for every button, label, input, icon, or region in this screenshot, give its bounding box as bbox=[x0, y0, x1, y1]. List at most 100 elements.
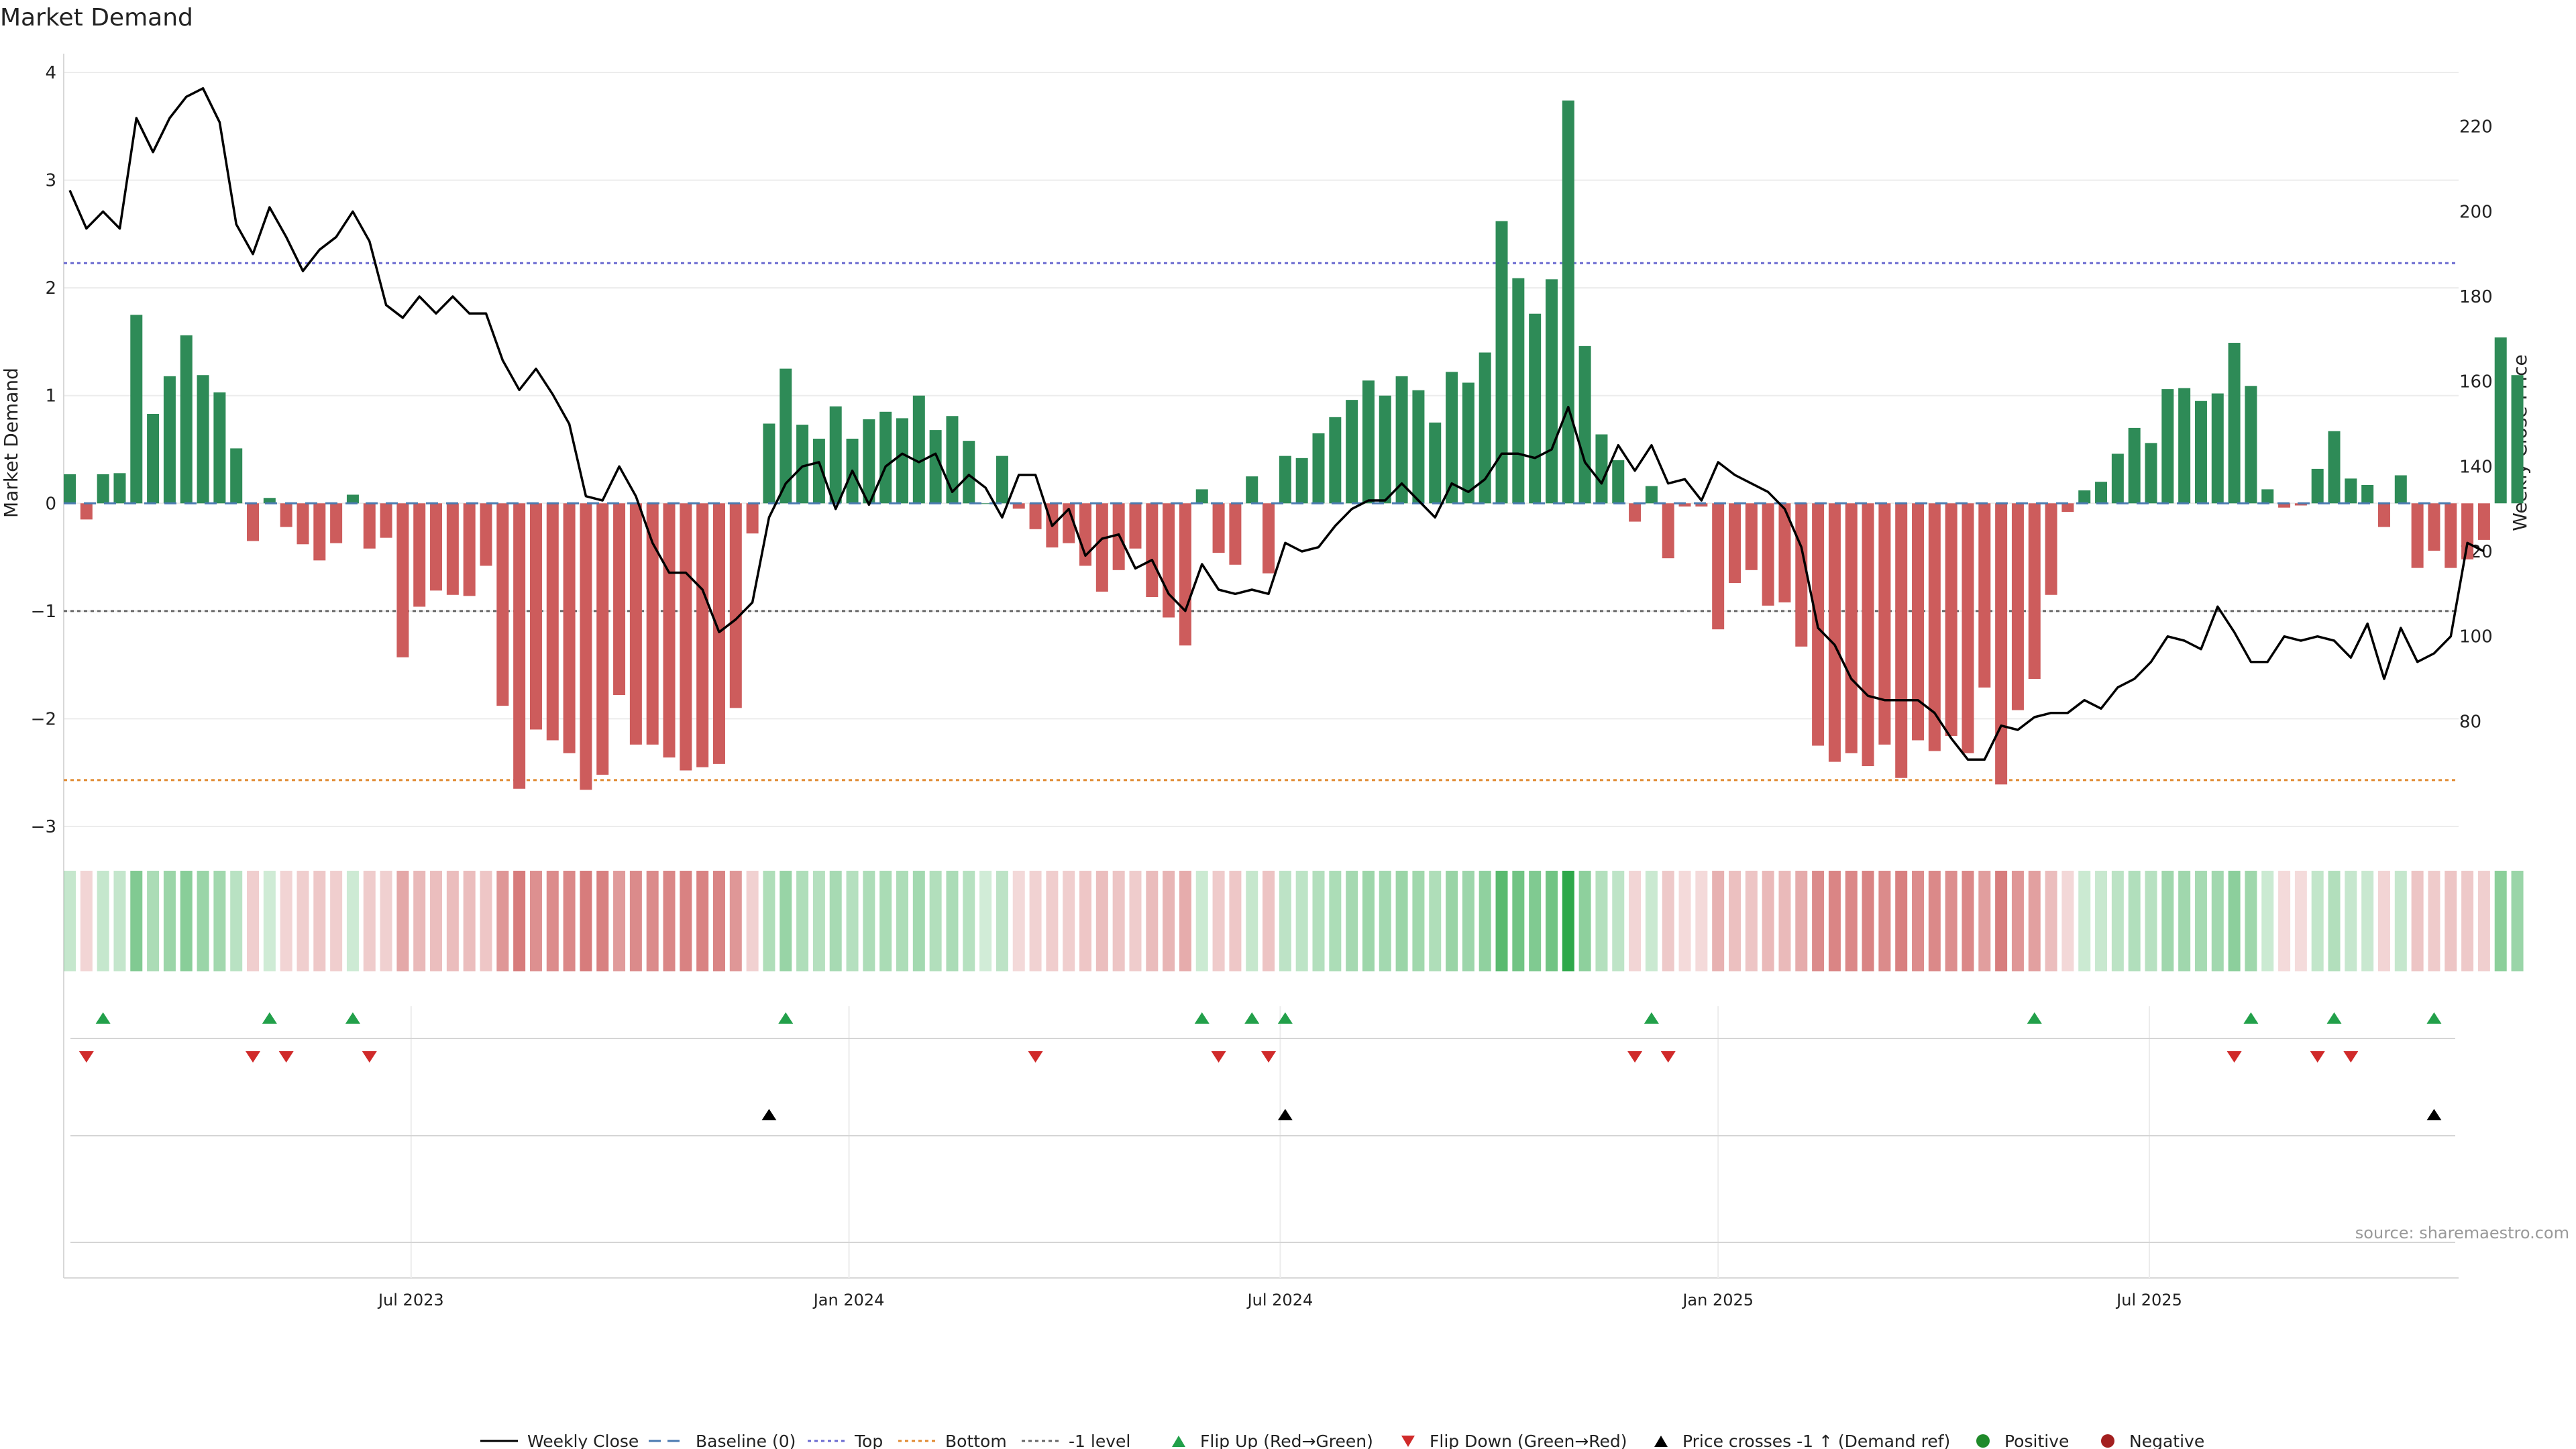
heat-cell bbox=[413, 871, 426, 971]
legend: Weekly Close Baseline (0) Top Bottom -1 leve… bbox=[480, 1432, 2204, 1449]
heat-cell bbox=[879, 871, 892, 971]
heat-cell bbox=[2461, 871, 2474, 971]
demand-bar bbox=[1595, 434, 1608, 504]
heat-cell bbox=[280, 871, 292, 971]
demand-bar bbox=[1329, 417, 1342, 504]
demand-bar bbox=[2045, 503, 2057, 595]
heat-cell bbox=[1329, 871, 1342, 971]
y2-tick-label: 180 bbox=[2459, 287, 2493, 307]
heat-cell bbox=[1229, 871, 1242, 971]
heat-cell bbox=[1295, 871, 1308, 971]
demand-bar bbox=[230, 448, 243, 504]
heat-cell bbox=[1795, 871, 1808, 971]
heat-cell bbox=[546, 871, 559, 971]
legend-label: Baseline (0) bbox=[696, 1432, 796, 1449]
heat-cell bbox=[1928, 871, 1941, 971]
demand-bar bbox=[1346, 400, 1358, 504]
heat-cell bbox=[1678, 871, 1691, 971]
demand-bar bbox=[1095, 503, 1108, 592]
flip-events-panel bbox=[70, 1006, 2455, 1278]
heat-cell bbox=[396, 871, 409, 971]
heat-cell bbox=[197, 871, 209, 971]
y2-tick-label: 140 bbox=[2459, 457, 2493, 477]
heat-cell bbox=[2211, 871, 2224, 971]
demand-bar bbox=[313, 503, 326, 561]
heat-cell bbox=[513, 871, 526, 971]
demand-bar bbox=[2211, 393, 2224, 504]
heat-cell bbox=[1279, 871, 1291, 971]
demand-bar bbox=[2161, 389, 2174, 504]
demand-bar bbox=[680, 503, 692, 771]
y-axis-ticks: −3 −2 −1 0 1 2 3 4 bbox=[31, 63, 56, 837]
reference-lines bbox=[64, 262, 2459, 782]
demand-bar bbox=[1878, 503, 1891, 745]
demand-bar bbox=[113, 473, 126, 504]
demand-bar bbox=[546, 503, 559, 741]
flip-down-marker bbox=[1627, 1051, 1643, 1063]
price-line bbox=[68, 87, 2485, 761]
demand-bar bbox=[1246, 476, 1258, 504]
heat-cell bbox=[2294, 871, 2307, 971]
demand-bar bbox=[2111, 453, 2124, 504]
heat-cell bbox=[1745, 871, 1758, 971]
y-axis-label: Market Demand bbox=[0, 368, 22, 518]
demand-bar bbox=[1362, 380, 1375, 504]
heat-cell bbox=[1895, 871, 1908, 971]
demand-bar bbox=[2261, 489, 2274, 504]
heat-cell bbox=[1462, 871, 1474, 971]
heat-cell bbox=[97, 871, 109, 971]
flip-up-marker bbox=[1277, 1012, 1293, 1024]
demand-bar bbox=[729, 503, 742, 708]
heat-cell bbox=[1729, 871, 1741, 971]
demand-bar bbox=[1912, 503, 1925, 741]
demand-bar bbox=[1845, 503, 1858, 753]
flip-up-marker bbox=[2326, 1012, 2342, 1024]
demand-bar bbox=[712, 503, 725, 764]
y2-tick-label: 200 bbox=[2459, 202, 2493, 222]
demand-bar bbox=[1195, 489, 1208, 504]
heat-cell bbox=[1395, 871, 1408, 971]
heat-cell bbox=[1312, 871, 1325, 971]
heat-cell bbox=[1095, 871, 1108, 971]
heat-cell bbox=[1512, 871, 1525, 971]
y-tick-label: 1 bbox=[45, 386, 56, 407]
heat-cell bbox=[979, 871, 992, 971]
heat-cell bbox=[896, 871, 908, 971]
x-tick-label: Jul 2025 bbox=[2115, 1291, 2182, 1309]
demand-bar bbox=[2028, 503, 2041, 679]
heat-cell bbox=[2194, 871, 2207, 971]
demand-bar bbox=[2245, 386, 2257, 504]
demand-bar bbox=[1379, 395, 1391, 504]
heat-cell bbox=[1545, 871, 1558, 971]
flip-down-marker bbox=[78, 1051, 94, 1063]
demand-bar bbox=[929, 430, 942, 504]
demand-bar bbox=[463, 503, 476, 596]
heat-cell bbox=[1995, 871, 2008, 971]
flip-up-marker bbox=[1644, 1012, 1659, 1024]
demand-bar bbox=[2511, 375, 2524, 504]
demand-bar bbox=[2078, 490, 2091, 504]
demand-bar bbox=[346, 494, 359, 504]
legend-label: Positive bbox=[2004, 1432, 2069, 1449]
heat-cell bbox=[64, 871, 76, 971]
heat-cell bbox=[929, 871, 942, 971]
flip-up-marker bbox=[2027, 1012, 2042, 1024]
y-tick-label: −1 bbox=[31, 602, 56, 622]
heat-cell bbox=[2178, 871, 2191, 971]
y2-tick-label: 100 bbox=[2459, 627, 2493, 647]
heat-cell bbox=[2278, 871, 2291, 971]
heat-cell bbox=[2045, 871, 2057, 971]
heat-cell bbox=[1029, 871, 1042, 971]
demand-bar bbox=[97, 474, 109, 504]
flip-down-marker bbox=[2343, 1051, 2359, 1063]
heat-cell bbox=[1212, 871, 1225, 971]
demand-bar bbox=[64, 474, 76, 504]
heat-cell bbox=[1762, 871, 1774, 971]
heat-cell bbox=[863, 871, 875, 971]
heat-cell bbox=[646, 871, 659, 971]
demand-bar bbox=[829, 406, 842, 504]
heat-cell bbox=[2261, 871, 2274, 971]
flip-up-marker bbox=[262, 1012, 277, 1024]
